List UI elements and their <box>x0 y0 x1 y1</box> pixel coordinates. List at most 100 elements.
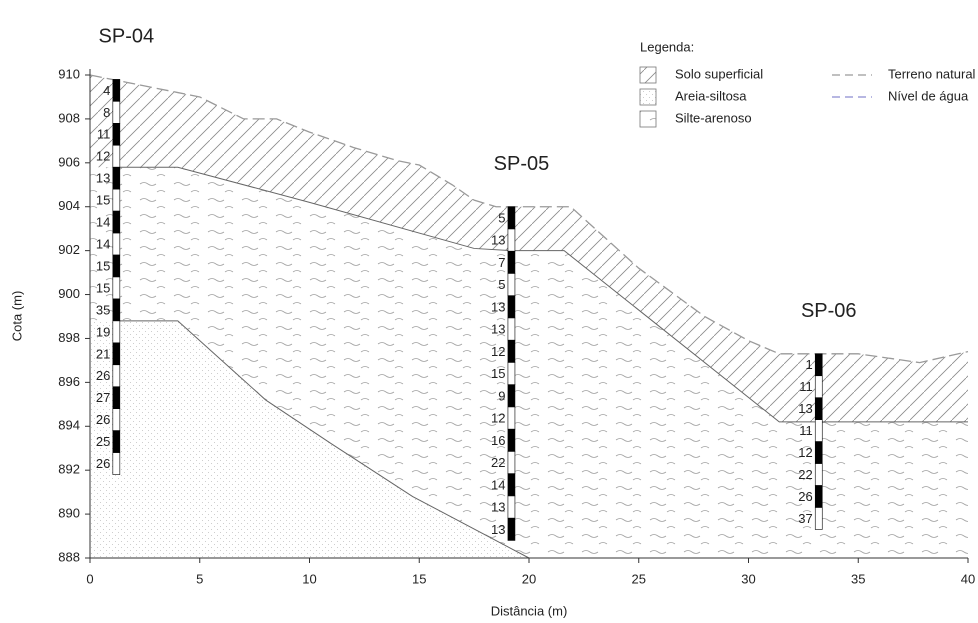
spt-segment <box>814 463 823 486</box>
spt-segment <box>112 386 121 410</box>
spt-label: 5 <box>498 210 505 225</box>
spt-label: 22 <box>491 455 505 470</box>
spt-segment <box>507 317 516 341</box>
spt-label: 8 <box>103 105 110 120</box>
spt-segment <box>112 276 121 300</box>
spt-segment <box>814 441 823 464</box>
spt-label: 13 <box>96 171 110 186</box>
spt-label: 13 <box>798 401 812 416</box>
spt-segment <box>814 353 823 377</box>
x-tick-label: 0 <box>86 571 93 586</box>
legend-swatch <box>639 110 657 128</box>
spt-label: 13 <box>491 299 505 314</box>
borehole-name: SP-04 <box>99 26 155 48</box>
spt-segment <box>112 123 121 146</box>
spt-label: 13 <box>491 322 505 337</box>
spt-segment <box>814 375 823 399</box>
legend-label: Areia-siltosa <box>675 88 747 103</box>
spt-label: 4 <box>103 83 110 98</box>
spt-segment <box>507 228 516 252</box>
legend-title: Legenda: <box>640 39 694 54</box>
spt-segment <box>112 101 121 124</box>
terrain-line <box>89 74 969 364</box>
spt-segment <box>507 428 516 452</box>
y-tick-label: 904 <box>58 198 80 213</box>
y-tick-label: 900 <box>58 286 80 301</box>
spt-segment <box>112 320 121 344</box>
spt-segment <box>507 473 516 497</box>
spt-label: 26 <box>96 456 110 471</box>
y-tick-label: 908 <box>58 110 80 125</box>
spt-segment <box>507 517 516 541</box>
y-tick-label: 902 <box>58 242 80 257</box>
spt-label: 12 <box>491 411 505 426</box>
spt-segment <box>814 485 823 508</box>
spt-label: 12 <box>798 445 812 460</box>
y-tick-label: 906 <box>58 154 80 169</box>
legend-swatch <box>639 88 657 106</box>
layer-boundary <box>116 166 968 423</box>
spt-segment <box>507 362 516 386</box>
spt-label: 11 <box>799 423 813 438</box>
spt-label: 11 <box>97 127 111 142</box>
layer-fill <box>90 320 529 558</box>
x-axis-label: Distância (m) <box>491 603 568 618</box>
x-tick-label: 40 <box>961 571 975 586</box>
layer-boundary <box>116 320 530 559</box>
spt-segment <box>112 430 121 453</box>
legend-swatch <box>639 66 657 84</box>
legend-label: Silte-arenoso <box>675 110 752 125</box>
spt-label: 1 <box>806 357 813 372</box>
spt-label: 15 <box>96 280 110 295</box>
spt-segment <box>507 406 516 430</box>
x-tick-label: 20 <box>522 571 536 586</box>
spt-segment <box>112 342 121 366</box>
spt-segment <box>112 298 121 322</box>
y-axis-label: Cota (m) <box>9 291 24 342</box>
spt-label: 16 <box>491 433 505 448</box>
x-tick-label: 15 <box>412 571 426 586</box>
spt-label: 22 <box>798 467 812 482</box>
x-tick-label: 25 <box>632 571 646 586</box>
spt-segment <box>112 79 121 102</box>
spt-segment <box>112 254 121 278</box>
spt-label: 25 <box>96 434 110 449</box>
spt-segment <box>112 452 121 475</box>
spt-label: 13 <box>491 522 505 537</box>
x-tick-label: 35 <box>851 571 865 586</box>
spt-label: 15 <box>96 193 110 208</box>
spt-label: 5 <box>498 277 505 292</box>
spt-label: 9 <box>498 388 505 403</box>
spt-segment <box>507 451 516 474</box>
spt-label: 19 <box>96 324 110 339</box>
spt-segment <box>112 210 121 234</box>
legend-label: Terreno natural <box>888 66 976 81</box>
spt-segment <box>507 250 516 274</box>
x-tick-label: 5 <box>196 571 203 586</box>
legend-label: Solo superficial <box>675 66 763 81</box>
spt-segment <box>814 397 823 420</box>
y-tick-label: 910 <box>58 66 80 81</box>
spt-label: 15 <box>491 366 505 381</box>
y-tick-label: 892 <box>58 462 80 477</box>
x-tick-label: 10 <box>302 571 316 586</box>
x-tick-label: 30 <box>741 571 755 586</box>
spt-segment <box>507 339 516 363</box>
layer-fill <box>90 75 968 422</box>
y-tick-label: 888 <box>58 549 80 564</box>
spt-label: 21 <box>96 346 110 361</box>
spt-segment <box>112 408 121 431</box>
spt-segment <box>112 188 121 212</box>
spt-segment <box>507 273 516 297</box>
spt-segment <box>507 495 516 519</box>
spt-label: 14 <box>491 477 505 492</box>
spt-label: 12 <box>491 344 505 359</box>
spt-segment <box>507 295 516 319</box>
spt-label: 35 <box>96 302 110 317</box>
y-tick-label: 890 <box>58 506 80 521</box>
spt-label: 15 <box>96 258 110 273</box>
spt-segment <box>507 206 516 230</box>
spt-label: 37 <box>798 511 812 526</box>
y-tick-label: 894 <box>58 418 80 433</box>
spt-segment <box>507 384 516 408</box>
